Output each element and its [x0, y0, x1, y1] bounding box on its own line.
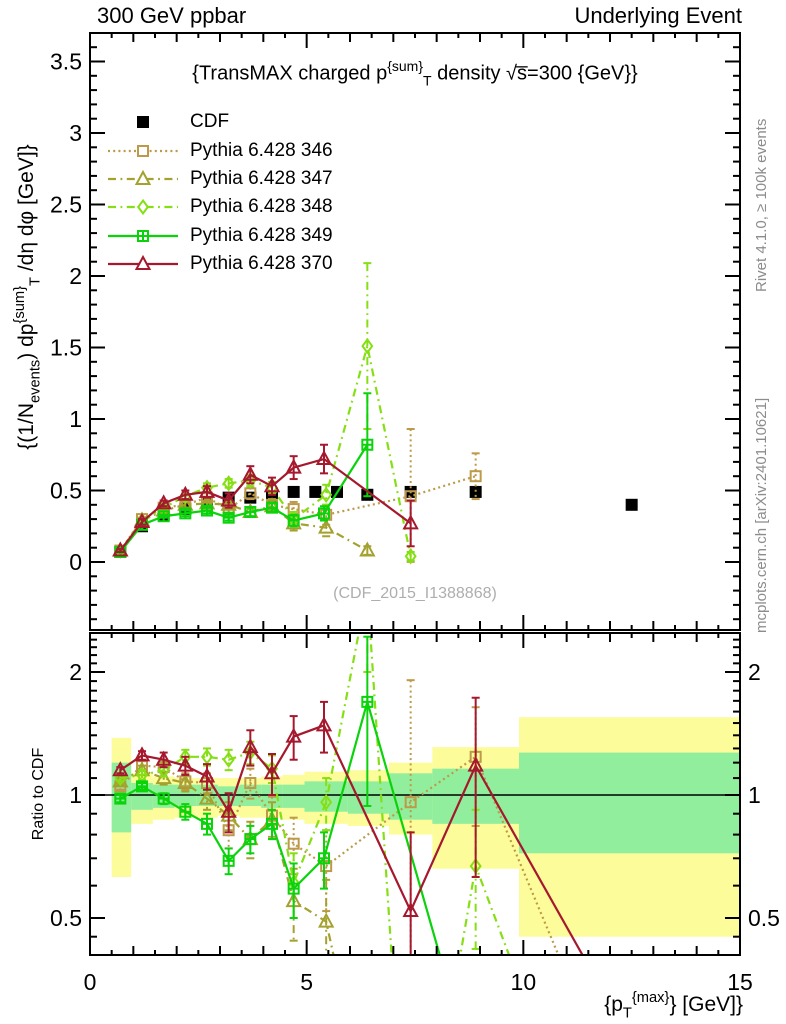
uncertainty-bands — [111, 717, 739, 937]
tick-label: 1.5 — [50, 335, 82, 361]
tick-label: 1 — [748, 782, 761, 808]
series-line — [119, 769, 335, 954]
series-markers — [112, 449, 419, 557]
series-line — [119, 755, 560, 954]
p349-legend-marker — [108, 229, 178, 242]
legend-label: Pythia 6.428 346 — [190, 139, 333, 161]
legend-item-cdf: CDF — [106, 108, 333, 136]
axis-ticks — [89, 33, 741, 955]
mcplots-source-note: mcplots.cern.ch [arXiv:2401.10621] — [753, 397, 770, 633]
p346-legend-marker — [108, 144, 178, 157]
tick-label: 0.5 — [748, 905, 780, 931]
tick-label: 15 — [727, 969, 753, 995]
legend-item-p346: Pythia 6.428 346 — [106, 136, 333, 164]
legend-item-p349: Pythia 6.428 349 — [106, 222, 333, 250]
band-green — [282, 784, 305, 808]
band-green — [347, 781, 389, 814]
series-p370-ratio — [112, 696, 584, 954]
tick-label: 2.5 — [50, 192, 82, 218]
tick-label: 2 — [69, 659, 82, 685]
analysis-type-label: Underlying Event — [574, 3, 742, 28]
series-line — [119, 724, 584, 954]
legend-label: Pythia 6.428 347 — [190, 167, 333, 189]
legend-item-p348: Pythia 6.428 348 — [106, 193, 333, 221]
legend: CDF Pythia 6.428 346 Pythia 6.428 347 Pythi… — [106, 108, 333, 278]
plot-title: {TransMAX charged p{sum}T density √s̅=30… — [192, 58, 638, 89]
series-p370-main — [112, 443, 419, 557]
series-line — [119, 697, 441, 954]
series-markers — [112, 716, 484, 918]
series-markers — [114, 695, 374, 895]
tick-label: 1 — [69, 782, 82, 808]
series-p347-main — [112, 494, 376, 557]
cdf-legend-marker — [137, 116, 149, 129]
y-axis-title: {(1/Nevents) dp{sum}T /dη dφ [GeV]} — [12, 144, 44, 450]
x-axis-title: {pT{max}} [GeV]} — [604, 990, 743, 1022]
legend-label: Pythia 6.428 370 — [190, 253, 333, 275]
error-bars — [116, 499, 372, 556]
legend-label: Pythia 6.428 349 — [190, 224, 333, 246]
error-bars — [116, 696, 480, 954]
error-bars — [116, 392, 372, 554]
series-line — [119, 444, 369, 553]
tick-label: 0 — [84, 969, 97, 995]
series-line — [119, 457, 412, 552]
series-p349-ratio — [114, 635, 441, 954]
legend-label: CDF — [190, 111, 230, 133]
tick-label: 0.5 — [50, 478, 82, 504]
ratio-axis-title: Ratio to CDF — [30, 747, 47, 841]
legend-item-p347: Pythia 6.428 347 — [106, 165, 333, 193]
tick-label: 2 — [748, 659, 761, 685]
tick-labels: 0 0.5 1 1.5 2 2.5 3 3.5 0.5 0.5 1 1 2 2 0 5 10 15 — [50, 49, 780, 996]
p370-legend-marker — [108, 255, 178, 271]
tick-label: 10 — [511, 969, 537, 995]
tick-label: 3 — [69, 120, 82, 146]
p348-legend-marker — [108, 199, 178, 216]
band-green — [519, 752, 739, 854]
legend-item-p370: Pythia 6.428 370 — [106, 250, 333, 278]
tick-label: 2 — [69, 263, 82, 289]
tick-label: 0.5 — [50, 905, 82, 931]
tick-label: 0 — [69, 549, 82, 575]
tick-label: 5 — [300, 969, 313, 995]
analysis-id-watermark: (CDF_2015_I1388868) — [333, 585, 497, 602]
series-p349-main — [114, 392, 374, 558]
error-bars — [116, 679, 480, 954]
legend-label: Pythia 6.428 348 — [190, 196, 333, 218]
tick-label: 1 — [69, 406, 82, 432]
series-markers — [114, 337, 417, 565]
rivet-version-note: Rivet 4.1.0, ≥ 100k events — [753, 118, 770, 292]
series-markers — [112, 494, 376, 557]
p347-legend-marker — [108, 169, 178, 185]
beam-info-label: 300 GeV ppbar — [97, 3, 247, 28]
tick-label: 3.5 — [50, 49, 82, 75]
